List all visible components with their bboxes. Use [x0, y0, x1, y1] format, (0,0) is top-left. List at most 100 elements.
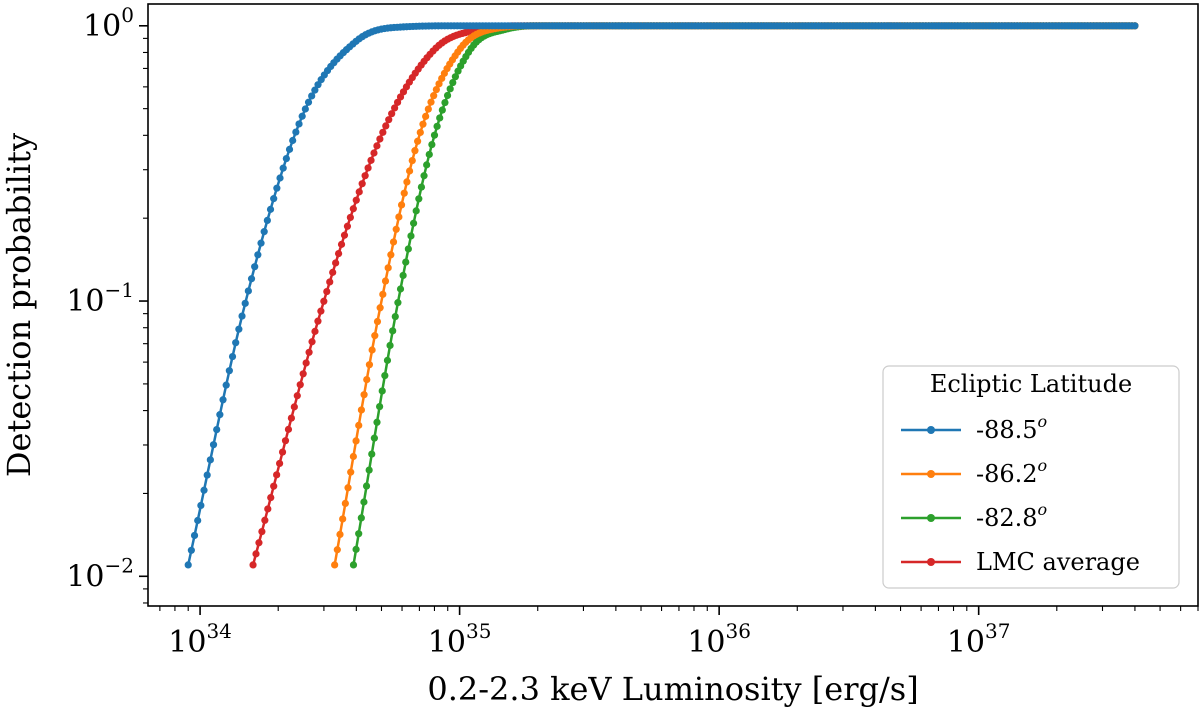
x-tick-label: 1034 — [168, 619, 232, 660]
data-point — [400, 189, 408, 197]
data-point — [276, 174, 284, 182]
data-point — [219, 396, 227, 404]
data-point — [381, 371, 389, 380]
data-point — [357, 514, 365, 522]
data-point — [424, 105, 432, 113]
data-point — [382, 122, 390, 130]
x-tick-label: 1036 — [687, 619, 751, 660]
data-point — [282, 154, 290, 163]
data-point — [296, 381, 304, 389]
data-point — [360, 498, 368, 506]
data-point — [379, 128, 387, 136]
data-point — [393, 98, 402, 106]
data-point — [228, 352, 237, 361]
data-point — [257, 239, 265, 247]
data-point — [394, 299, 402, 307]
legend-marker — [927, 558, 935, 566]
data-point — [194, 516, 202, 525]
data-point — [209, 441, 218, 449]
data-point — [332, 259, 340, 267]
y-axis-label: Detection probability — [0, 133, 38, 477]
data-point — [216, 411, 224, 419]
data-point — [1131, 22, 1139, 30]
legend-entry: -88.5o — [901, 412, 1047, 444]
data-point — [405, 167, 414, 175]
data-point — [423, 161, 431, 169]
data-point — [430, 92, 438, 100]
data-point — [376, 304, 384, 312]
data-point — [263, 216, 271, 224]
data-point — [301, 105, 309, 113]
data-point — [449, 78, 457, 87]
data-point — [308, 92, 316, 100]
data-point — [391, 312, 399, 321]
data-point — [383, 356, 392, 364]
data-point — [337, 240, 346, 248]
data-point — [241, 299, 249, 307]
data-point — [206, 456, 214, 464]
legend-title: Ecliptic Latitude — [930, 370, 1132, 398]
data-point — [329, 268, 337, 276]
data-point — [281, 437, 290, 445]
x-tick-label: 1035 — [428, 619, 492, 660]
data-point — [364, 164, 372, 172]
data-point — [427, 98, 435, 106]
data-point — [362, 482, 371, 490]
data-point — [346, 213, 354, 222]
data-point — [352, 196, 360, 204]
data-point — [323, 287, 331, 296]
data-point — [334, 249, 343, 258]
data-point — [388, 110, 396, 118]
data-point — [417, 183, 426, 191]
data-point — [441, 98, 449, 107]
data-point — [370, 149, 378, 157]
data-point — [331, 561, 339, 569]
data-point — [222, 381, 230, 389]
data-point — [349, 452, 357, 461]
data-point — [430, 131, 439, 139]
data-point — [443, 91, 452, 100]
data-point — [367, 156, 375, 164]
legend-label: -86.2o — [976, 456, 1047, 488]
data-point — [446, 85, 454, 93]
data-point — [238, 312, 246, 320]
data-point — [225, 367, 233, 375]
data-point — [370, 434, 378, 442]
data-point — [435, 80, 443, 88]
data-point — [260, 228, 268, 236]
data-point — [299, 370, 307, 378]
data-point — [360, 391, 368, 399]
data-point — [255, 539, 263, 547]
data-point — [270, 482, 278, 490]
data-point — [416, 128, 424, 137]
data-point — [414, 137, 422, 145]
data-point — [339, 515, 347, 523]
series-layer — [184, 22, 1139, 569]
data-point — [314, 317, 322, 325]
data-point — [235, 325, 243, 333]
data-point — [384, 264, 392, 272]
data-point — [411, 147, 419, 155]
data-point — [392, 225, 400, 233]
data-point — [425, 150, 433, 159]
data-point — [247, 275, 256, 283]
data-point — [365, 361, 374, 369]
data-point — [368, 346, 376, 354]
data-point — [368, 450, 376, 458]
data-point — [355, 421, 363, 429]
data-point — [358, 180, 366, 188]
data-point — [379, 290, 387, 298]
data-point — [373, 317, 382, 326]
data-point — [267, 494, 275, 502]
y-tick-label: 100 — [83, 3, 134, 44]
data-point — [381, 277, 390, 285]
data-point — [308, 338, 316, 346]
data-point — [276, 459, 284, 468]
data-point — [385, 116, 393, 124]
data-point — [261, 516, 269, 524]
data-point — [292, 128, 300, 136]
data-point — [378, 387, 386, 395]
data-point — [187, 546, 195, 554]
data-point — [279, 164, 287, 172]
data-point — [357, 406, 366, 414]
